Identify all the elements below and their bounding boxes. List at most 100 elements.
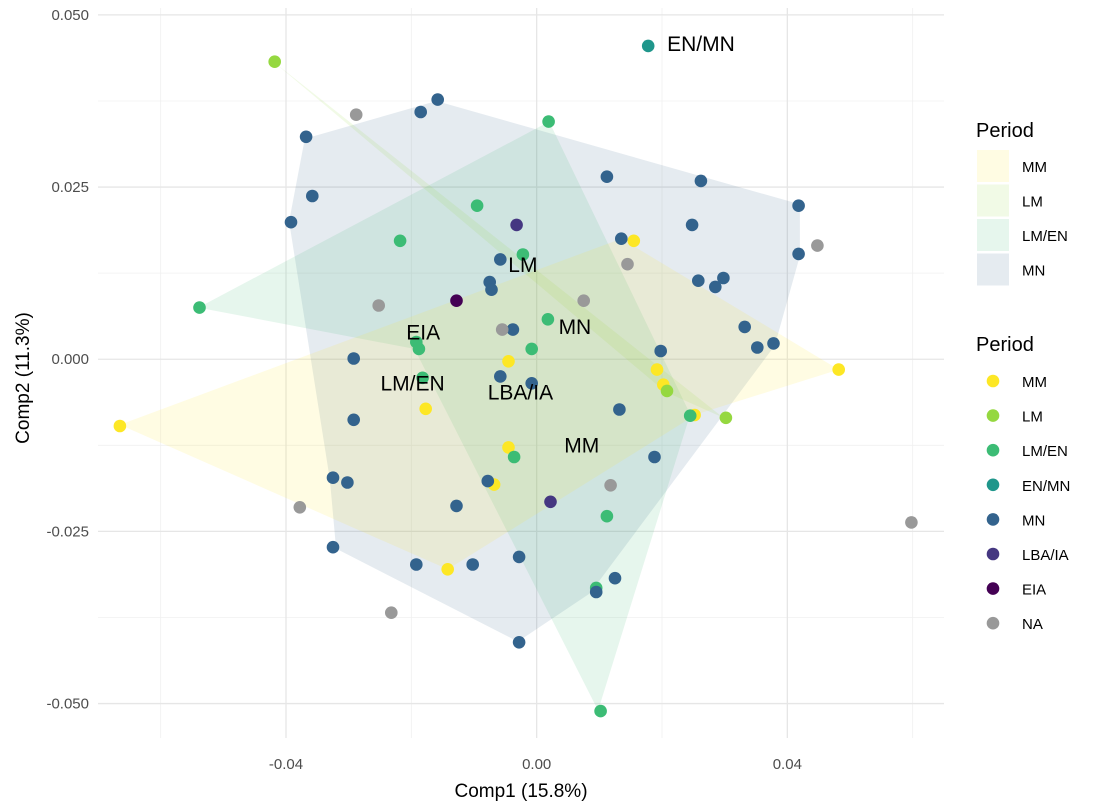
y-axis-ticks: 0.050 0.025 0.000 -0.025 -0.050 xyxy=(46,7,89,713)
point-mn xyxy=(648,450,661,464)
point-mn xyxy=(512,636,526,649)
label-eia: EIA xyxy=(406,321,440,344)
point-mn xyxy=(347,352,361,365)
hull-legend-label: MM xyxy=(1022,159,1047,176)
point-lm-en xyxy=(193,301,206,314)
point-legend: Period MM LM LM/EN EN/MN MN LBA/IA EIA NA xyxy=(976,334,1070,633)
point-mm xyxy=(113,419,127,433)
point-mn xyxy=(494,253,507,266)
point-mn xyxy=(792,199,805,212)
hull-legend-label: MN xyxy=(1022,263,1045,280)
point-mn xyxy=(326,471,340,485)
point-mn xyxy=(613,403,626,416)
point-lm-en xyxy=(683,409,697,423)
point-lm-en xyxy=(412,342,426,356)
point-en-mn xyxy=(641,39,655,53)
y-tick-label: 0.025 xyxy=(51,179,89,196)
group-labels: EN/MN LM MN EIA LM/EN LBA/IA MM xyxy=(381,33,735,457)
point-mn xyxy=(589,585,603,599)
point-lm xyxy=(660,384,674,398)
point-na xyxy=(604,479,617,492)
point-mn xyxy=(692,274,705,288)
point-lba-ia xyxy=(544,495,557,509)
point-mn xyxy=(512,550,526,564)
point-mn xyxy=(615,232,628,245)
y-tick-label: -0.050 xyxy=(46,696,89,713)
point-legend-title: Period xyxy=(976,334,1034,356)
point-mn xyxy=(450,499,463,513)
label-lm-en: LM/EN xyxy=(381,372,445,395)
point-lm-en xyxy=(600,509,614,523)
point-mn xyxy=(347,413,361,427)
point-mn xyxy=(299,130,313,144)
point-legend-key xyxy=(986,547,1000,561)
point-mn xyxy=(738,320,751,334)
point-legend-label: LM xyxy=(1022,409,1043,426)
data-points xyxy=(113,39,918,718)
point-legend-key xyxy=(986,513,1000,526)
point-mn xyxy=(341,476,354,489)
point-lm xyxy=(268,55,282,68)
x-tick-label: 0.00 xyxy=(522,756,551,773)
point-lm-en xyxy=(541,313,555,326)
point-mn xyxy=(608,571,622,585)
hull-legend-title: Period xyxy=(976,120,1034,142)
point-legend-key xyxy=(986,616,1000,630)
point-mn xyxy=(410,558,423,571)
point-na xyxy=(495,323,509,336)
point-na xyxy=(905,516,918,529)
point-na xyxy=(811,239,824,252)
label-mm: MM xyxy=(564,434,599,457)
point-na xyxy=(385,606,398,619)
hull-legend-key xyxy=(977,253,1009,286)
point-mn xyxy=(600,170,614,183)
point-legend-label: LBA/IA xyxy=(1022,547,1069,564)
point-legend-label: EN/MN xyxy=(1022,478,1070,495)
point-mn xyxy=(525,377,538,390)
point-mm xyxy=(441,563,455,576)
point-lm-en xyxy=(416,371,429,385)
label-lba-ia: LBA/IA xyxy=(488,381,553,404)
point-mm xyxy=(502,355,515,368)
point-mn xyxy=(466,558,480,571)
point-mn xyxy=(326,540,340,554)
point-lm-en xyxy=(542,115,555,128)
hull-mn xyxy=(289,101,800,642)
point-legend-key xyxy=(986,409,1000,422)
hull-legend-key xyxy=(977,184,1009,217)
point-legend-label: MN xyxy=(1022,512,1045,529)
point-legend-label: NA xyxy=(1022,616,1043,633)
x-axis-title: Comp1 (15.8%) xyxy=(454,781,587,802)
hull-legend-label: LM xyxy=(1022,194,1043,211)
point-mn xyxy=(685,218,699,232)
label-mn: MN xyxy=(559,316,592,339)
point-lm-en xyxy=(470,199,484,212)
point-lba-ia xyxy=(510,218,523,232)
point-mm xyxy=(627,234,641,248)
hull-legend-key xyxy=(977,150,1009,182)
point-mm xyxy=(832,363,845,376)
point-na xyxy=(621,257,634,271)
period-hulls xyxy=(119,61,839,711)
label-lm: LM xyxy=(508,254,537,277)
major-gridlines xyxy=(98,8,944,738)
x-axis-ticks: -0.04 0.00 0.04 xyxy=(269,756,802,773)
point-mn xyxy=(431,93,445,106)
point-mm xyxy=(419,402,433,416)
point-mn xyxy=(751,341,764,354)
point-mn xyxy=(414,105,428,119)
hull-legend-key xyxy=(977,219,1009,251)
hull-lm xyxy=(273,61,724,418)
minor-gridlines xyxy=(98,8,944,738)
y-tick-label: 0.000 xyxy=(51,351,89,368)
point-legend-key xyxy=(986,478,1000,492)
x-tick-label: -0.04 xyxy=(269,756,303,773)
y-axis-title: Comp2 (11.3%) xyxy=(13,312,34,444)
point-mn xyxy=(494,370,507,383)
hull-legend: Period MM LM LM/EN MN xyxy=(976,120,1068,286)
point-mn xyxy=(506,323,520,336)
point-mn xyxy=(654,344,667,358)
point-lm-en xyxy=(525,342,538,356)
point-mm xyxy=(650,363,664,376)
hull-legend-label: LM/EN xyxy=(1022,228,1068,245)
